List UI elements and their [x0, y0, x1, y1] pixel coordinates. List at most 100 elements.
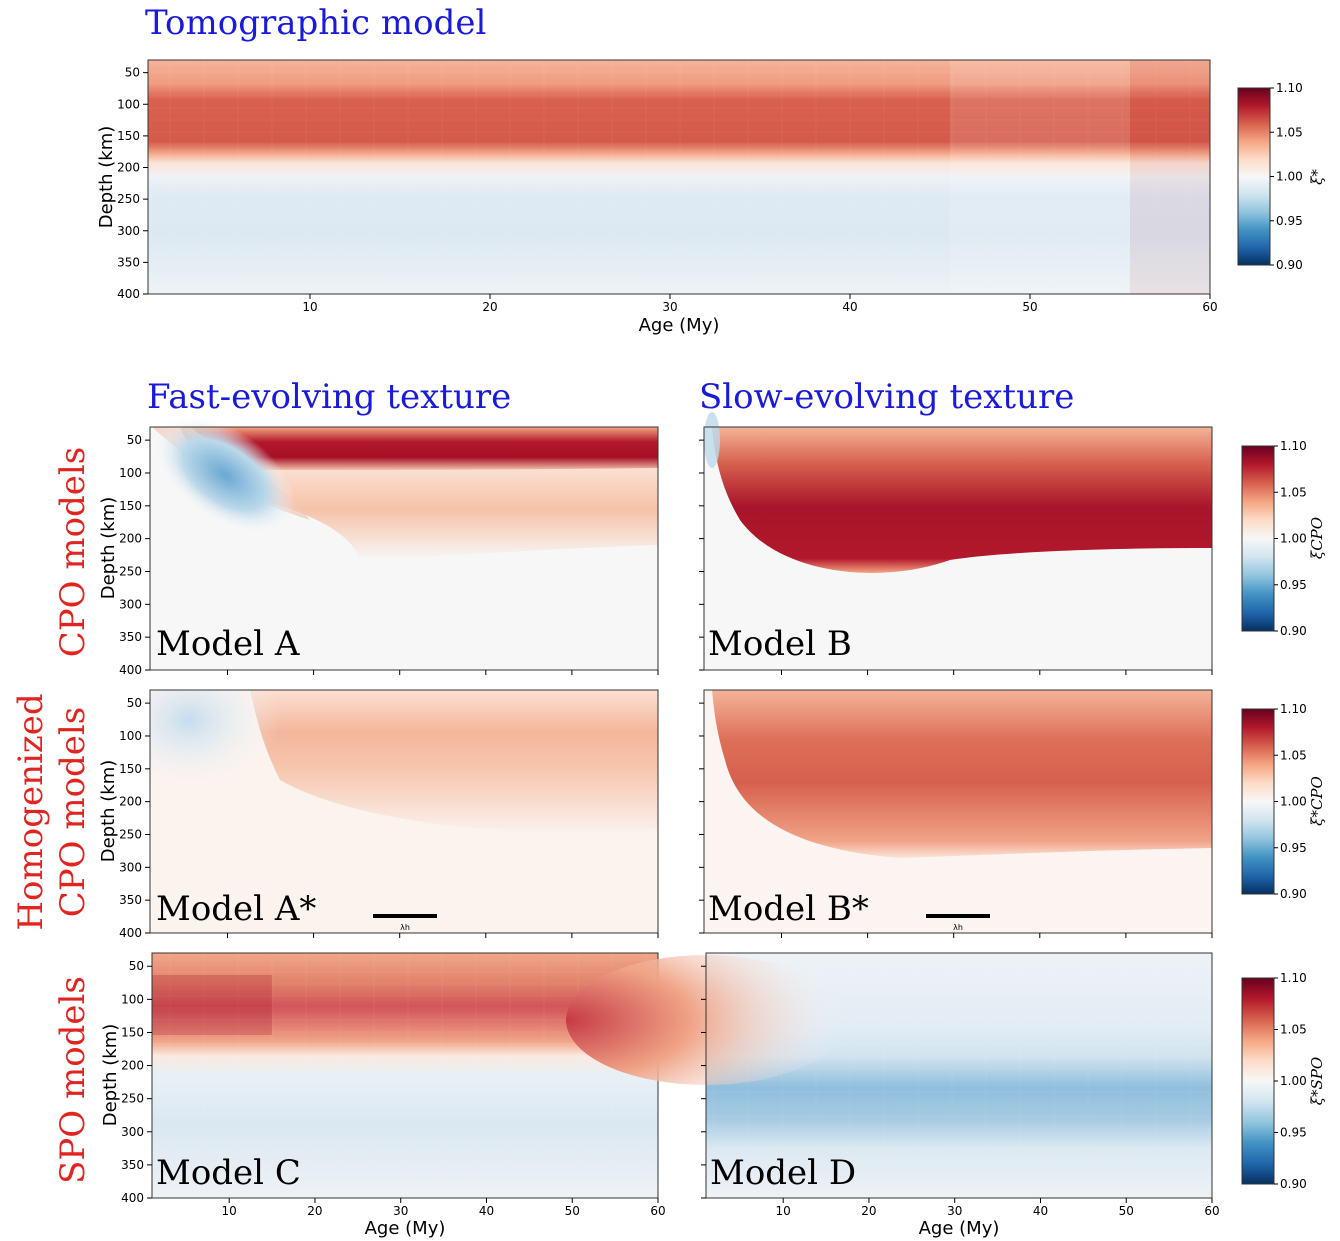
heatmap-region	[704, 412, 720, 468]
y-tick-label: 250	[117, 192, 140, 206]
colorbar-gradient	[1241, 977, 1275, 1185]
x-tick-label: 50	[1022, 300, 1037, 314]
colorbar-tick-label: 1.05	[1280, 748, 1307, 762]
y-tick-label: 200	[117, 161, 140, 175]
colorbar-tick-label: 1.10	[1280, 702, 1307, 716]
y-tick-label: 200	[121, 1059, 144, 1073]
colorbar-tick-label: 0.95	[1276, 214, 1303, 228]
x-axis-label: Age (My)	[919, 1218, 1000, 1239]
plot-frame	[705, 952, 1213, 1199]
x-tick-label: 20	[482, 300, 497, 314]
colorbar-tick-label: 1.10	[1276, 81, 1303, 95]
y-tick-label: 300	[117, 224, 140, 238]
label-model-a: Model A	[156, 624, 300, 664]
x-tick-label: 60	[1204, 1204, 1219, 1218]
y-tick-label: 400	[121, 1191, 144, 1205]
plot-frame	[147, 59, 1211, 295]
x-tick-label: 20	[861, 1204, 876, 1218]
y-axis-label: Depth (km)	[98, 497, 119, 600]
colorbar-tick-label: 0.90	[1276, 258, 1303, 272]
x-tick-label: 30	[393, 1204, 408, 1218]
y-tick-label: 150	[119, 762, 142, 776]
colorbar-gradient	[1241, 445, 1275, 632]
x-tick-label: 10	[222, 1204, 237, 1218]
y-axis-label: Depth (km)	[100, 1024, 121, 1127]
label-model-b-star: Model B*	[708, 889, 869, 929]
label-model-a-star: Model A*	[156, 889, 316, 929]
colorbar-gradient	[1237, 87, 1271, 266]
plot-frame	[149, 689, 659, 934]
x-tick-label: 40	[1033, 1204, 1048, 1218]
colorbar-tick-label: 0.90	[1280, 624, 1307, 638]
y-tick-label: 50	[127, 433, 142, 447]
wavelength-label: λh	[953, 923, 963, 932]
heatmap-region	[150, 690, 280, 790]
y-tick-label: 100	[119, 466, 142, 480]
colorbar-tick-label: 1.00	[1280, 532, 1307, 546]
panel-model-a: Model A	[149, 416, 659, 671]
panel-model-d: Model D	[566, 952, 1213, 1199]
y-tick-label: 150	[117, 129, 140, 143]
x-tick-label: 10	[302, 300, 317, 314]
panel-model-c: Model C	[151, 952, 659, 1199]
colorbar-tick-label: 1.00	[1280, 795, 1307, 809]
x-tick-label: 60	[1202, 300, 1217, 314]
colorbar-cpo-star: 1.10 1.05 1.00 0.95 0.90 ξ*CPO	[1241, 702, 1326, 901]
row-label-homogenized: Homogenized	[11, 693, 51, 930]
x-tick-label: 30	[947, 1204, 962, 1218]
y-axis-label: Depth (km)	[98, 760, 119, 863]
title-slow-evolving: Slow-evolving texture	[699, 377, 1074, 417]
row-label-cpo: CPO models	[53, 447, 93, 658]
y-tick-label: 250	[119, 564, 142, 578]
x-tick-label: 30	[662, 300, 677, 314]
heatmap-region	[154, 416, 296, 534]
y-tick-label: 400	[119, 663, 142, 677]
y-tick-label: 200	[119, 532, 142, 546]
x-tick-label: 40	[479, 1204, 494, 1218]
colorbar-tick-label: 1.10	[1280, 971, 1307, 985]
y-tick-label: 100	[119, 729, 142, 743]
label-model-b: Model B	[708, 624, 852, 664]
colorbar-tick-label: 1.00	[1276, 170, 1303, 184]
y-tick-label: 50	[125, 66, 140, 80]
colorbar-label: ξCPO	[1308, 517, 1326, 559]
heatmap-patch	[950, 60, 1130, 294]
y-tick-label: 350	[117, 255, 140, 269]
panel-tomographic	[147, 59, 1211, 295]
colorbar-label: ξ*SPO	[1308, 1057, 1326, 1105]
y-tick-label: 250	[121, 1092, 144, 1106]
colorbar-cpo: 1.10 1.05 1.00 0.95 0.90 ξCPO	[1241, 439, 1326, 638]
heatmap-region	[180, 427, 658, 470]
x-tick-label: 50	[1119, 1204, 1134, 1218]
plot-frame	[703, 689, 1213, 934]
x-tick-label: 20	[307, 1204, 322, 1218]
panel-model-b: Model B	[703, 412, 1213, 671]
y-tick-label: 350	[119, 630, 142, 644]
label-model-d: Model D	[710, 1153, 856, 1193]
y-tick-label: 350	[119, 893, 142, 907]
y-tick-label: 400	[119, 926, 142, 940]
y-tick-label: 150	[119, 499, 142, 513]
colorbar-tick-label: 0.95	[1280, 578, 1307, 592]
y-tick-label: 50	[129, 959, 144, 973]
y-axis-label: Depth (km)	[96, 126, 117, 229]
heatmap-patch	[152, 975, 272, 1035]
colorbar-tick-label: 1.10	[1280, 439, 1307, 453]
y-tick-label: 150	[121, 1025, 144, 1039]
colorbar-tick-label: 1.05	[1280, 1023, 1307, 1037]
colorbar-label: ξ*CPO	[1308, 776, 1326, 826]
x-tick-label: 40	[842, 300, 857, 314]
title-fast-evolving: Fast-evolving texture	[147, 377, 511, 417]
x-tick-label: 10	[776, 1204, 791, 1218]
colorbar-spo-star: 1.10 1.05 1.00 0.95 0.90 ξ*SPO	[1241, 971, 1326, 1191]
label-model-c: Model C	[156, 1153, 301, 1193]
colorbar-tick-label: 1.05	[1276, 125, 1303, 139]
heatmap-region	[712, 427, 1212, 573]
heatmap-patch	[1130, 60, 1210, 294]
title-tomographic: Tomographic model	[145, 3, 486, 43]
heatmap-region	[250, 690, 658, 833]
y-tick-label: 300	[121, 1125, 144, 1139]
y-tick-label: 300	[119, 860, 142, 874]
colorbar-tick-label: 1.00	[1280, 1074, 1307, 1088]
colorbar-tomographic: 1.10 1.05 1.00 0.95 0.90 ξ*	[1237, 81, 1326, 272]
